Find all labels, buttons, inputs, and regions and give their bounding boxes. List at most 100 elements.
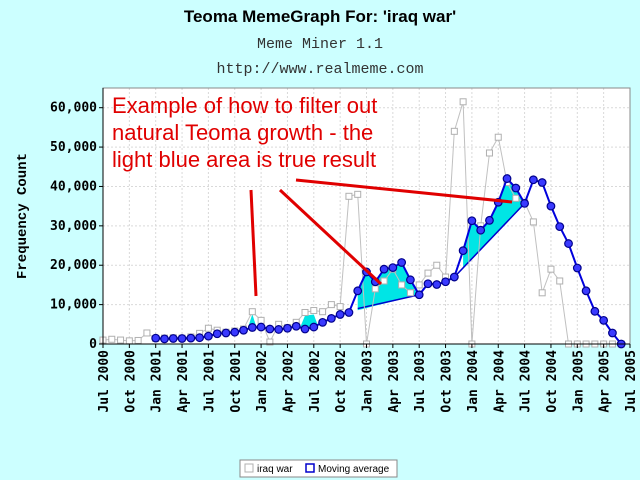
- x-tick-label: Oct 2002: [334, 350, 349, 413]
- x-tick-label: Jan 2005: [571, 350, 586, 413]
- x-tick-label: Apr 2001: [176, 350, 191, 413]
- legend-swatch-iraq-war: [244, 463, 254, 473]
- x-tick-label: Jan 2001: [150, 350, 165, 413]
- x-tick-label: Oct 2003: [440, 350, 455, 413]
- point-moving-average: [511, 183, 521, 193]
- point-moving-average: [168, 334, 178, 343]
- point-moving-average: [353, 286, 363, 296]
- point-moving-average: [590, 306, 600, 316]
- point-moving-average: [230, 327, 240, 337]
- arrow-2003: [278, 188, 383, 286]
- point-moving-average: [247, 323, 257, 332]
- point-iraq-war: [345, 192, 353, 200]
- baseline-2004: [453, 202, 526, 278]
- x-tick-label: Oct 2001: [229, 350, 244, 413]
- point-moving-average: [572, 263, 582, 273]
- x-tick-label: Apr 2005: [598, 350, 613, 413]
- point-iraq-war: [143, 329, 151, 337]
- point-moving-average: [599, 315, 609, 325]
- x-tick-label: Jul 2005: [624, 350, 639, 413]
- annotation-arrows: [249, 178, 513, 297]
- x-tick-label: Jul 2001: [202, 350, 217, 413]
- point-iraq-war: [380, 277, 388, 285]
- point-iraq-war: [336, 303, 344, 311]
- x-tick-label: Jul 2000: [97, 350, 112, 413]
- point-moving-average: [449, 272, 459, 282]
- point-moving-average: [537, 178, 547, 187]
- y-tick-label: 10,000: [50, 298, 97, 313]
- x-tick-label: Apr 2004: [492, 350, 507, 413]
- x-tick-label: Jan 2004: [466, 350, 481, 413]
- point-iraq-war: [512, 194, 520, 202]
- point-moving-average: [467, 216, 477, 226]
- point-iraq-war: [459, 98, 467, 106]
- annotation-line: light blue area is true result: [112, 147, 376, 172]
- legend-label-iraq-war: iraq war: [257, 464, 293, 475]
- x-tick-label: Jul 2003: [413, 350, 428, 413]
- point-moving-average: [283, 323, 292, 333]
- point-moving-average: [397, 258, 407, 267]
- point-iraq-war: [415, 281, 423, 289]
- point-moving-average: [151, 333, 161, 343]
- point-iraq-war: [450, 127, 458, 135]
- x-tick-label: Apr 2003: [387, 350, 402, 413]
- point-iraq-war: [310, 307, 318, 315]
- point-moving-average: [432, 280, 442, 289]
- point-moving-average: [555, 222, 565, 232]
- point-iraq-war: [371, 285, 379, 293]
- point-moving-average: [423, 279, 433, 289]
- point-iraq-war: [327, 301, 335, 309]
- point-moving-average: [318, 317, 327, 327]
- point-iraq-war: [538, 289, 546, 297]
- legend-label-moving-average: Moving average: [318, 464, 390, 475]
- point-iraq-war: [319, 308, 327, 316]
- point-moving-average: [256, 322, 266, 332]
- point-moving-average: [195, 333, 205, 343]
- point-moving-average: [458, 246, 468, 256]
- point-moving-average: [335, 310, 345, 319]
- y-tick-label: 30,000: [50, 219, 97, 234]
- point-moving-average: [177, 334, 187, 343]
- point-moving-average: [212, 329, 222, 339]
- y-tick-label: 40,000: [50, 179, 97, 194]
- x-tick-label: Oct 2004: [545, 350, 560, 413]
- point-moving-average: [502, 174, 512, 183]
- point-moving-average: [414, 290, 424, 300]
- point-iraq-war: [117, 336, 125, 344]
- point-moving-average: [388, 263, 398, 272]
- point-moving-average: [564, 239, 573, 248]
- point-iraq-war: [556, 277, 564, 285]
- point-moving-average: [520, 198, 529, 208]
- point-iraq-war: [494, 133, 502, 141]
- point-iraq-war: [125, 337, 133, 345]
- baseline-2003: [357, 294, 420, 310]
- point-moving-average: [546, 201, 556, 211]
- chart-subtitle: Meme Miner 1.1: [257, 36, 383, 53]
- point-moving-average: [309, 322, 319, 332]
- point-iraq-war: [424, 269, 432, 277]
- point-moving-average: [406, 275, 415, 285]
- y-tick-label: 0: [89, 337, 97, 352]
- x-tick-label: Jan 2002: [255, 350, 270, 413]
- point-iraq-war: [398, 281, 406, 289]
- point-moving-average: [203, 331, 213, 341]
- annotation-line: natural Teoma growth - the: [112, 120, 373, 145]
- legend-box: [239, 459, 398, 478]
- y-tick-label: 20,000: [50, 258, 97, 273]
- point-moving-average: [265, 324, 275, 334]
- point-iraq-war: [108, 335, 116, 343]
- point-moving-average: [326, 314, 336, 323]
- y-tick-label: 50,000: [50, 140, 97, 155]
- x-tick-label: Jul 2002: [308, 350, 323, 413]
- point-moving-average: [441, 277, 450, 287]
- point-moving-average: [239, 325, 248, 335]
- legend-swatch-moving-average: [305, 463, 315, 473]
- point-iraq-war: [266, 338, 274, 346]
- series-layer: [99, 98, 626, 349]
- x-tick-label: Apr 2002: [281, 350, 296, 413]
- x-tick-label: Oct 2000: [123, 350, 138, 413]
- chart-url: http://www.realmeme.com: [216, 61, 423, 78]
